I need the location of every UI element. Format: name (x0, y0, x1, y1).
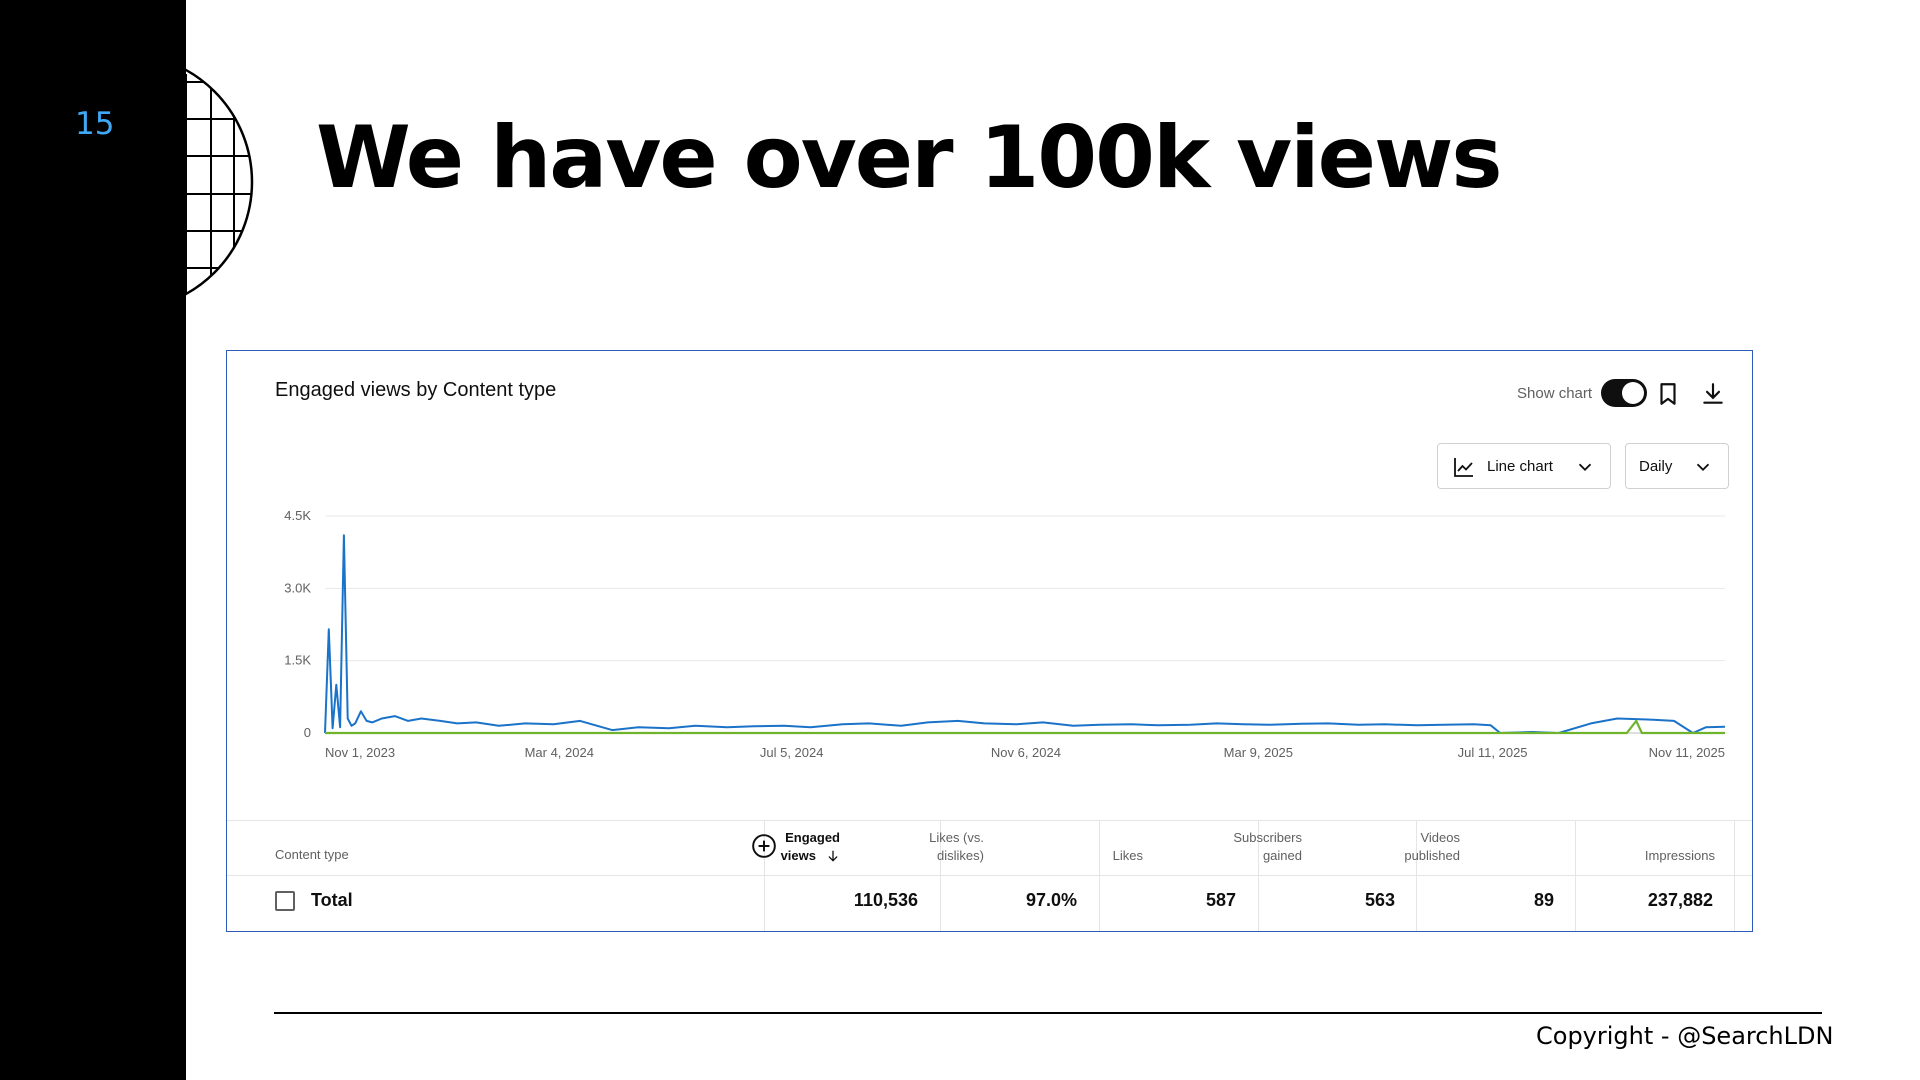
header-line: gained (1262, 848, 1302, 863)
toggle-knob (1622, 382, 1644, 404)
y-tick-label: 4.5K (284, 508, 311, 523)
bookmark-icon[interactable] (1655, 381, 1681, 407)
table-top-divider (227, 820, 1752, 821)
header-line: Videos (1420, 830, 1460, 845)
chart-type-dropdown[interactable]: Line chart (1437, 443, 1611, 489)
column-header-subscribers-gained[interactable]: Subscribers gained (1233, 829, 1302, 865)
x-tick-label: Mar 9, 2025 (1224, 745, 1293, 760)
table-header-divider (227, 875, 1752, 876)
total-subscribers-gained: 563 (1364, 890, 1395, 910)
x-tick-label: Mar 4, 2024 (525, 745, 594, 760)
footer-divider (274, 1012, 1822, 1014)
analytics-panel: Engaged views by Content type Show chart… (226, 350, 1753, 932)
column-header-likes-vs-dislikes[interactable]: Likes (vs. dislikes) (929, 829, 984, 865)
total-row-checkbox[interactable] (275, 891, 295, 911)
chevron-down-icon (1574, 456, 1596, 482)
total-row-label: Total (311, 890, 353, 910)
column-header-engaged-views[interactable]: Engaged views (781, 829, 840, 868)
column-divider (1575, 820, 1576, 931)
add-circle-icon[interactable] (751, 833, 777, 859)
total-engaged-views: 110,536 (853, 890, 918, 910)
column-divider (1734, 820, 1735, 931)
column-divider (940, 820, 941, 931)
slide-title: We have over 100k views (316, 108, 1503, 208)
column-header-content-type[interactable]: Content type (275, 847, 349, 862)
interval-label: Daily (1639, 458, 1673, 475)
column-divider (764, 820, 765, 931)
header-line: published (1404, 848, 1460, 863)
x-tick-label: Nov 1, 2023 (325, 745, 395, 760)
chart-type-label: Line chart (1487, 458, 1553, 475)
slide-number: 15 (75, 106, 115, 142)
x-tick-label: Nov 6, 2024 (991, 745, 1061, 760)
x-tick-label: Jul 11, 2025 (1458, 745, 1528, 760)
column-header-videos-published[interactable]: Videos published (1404, 829, 1460, 865)
y-tick-label: 3.0K (284, 580, 311, 595)
total-impressions: 237,882 (1647, 890, 1713, 910)
total-videos-published: 89 (1533, 890, 1554, 910)
y-tick-label: 0 (304, 725, 311, 740)
header-line: dislikes) (937, 848, 984, 863)
panel-title: Engaged views by Content type (275, 379, 557, 401)
column-header-likes[interactable]: Likes (1112, 848, 1143, 863)
grid-globe-decoration (186, 44, 254, 314)
series-line-0 (324, 534, 1726, 734)
slide-sidebar (0, 0, 186, 1080)
header-line: Likes (vs. (929, 830, 984, 845)
header-line: Subscribers (1233, 830, 1302, 845)
total-likes: 587 (1205, 890, 1236, 910)
line-chart-icon (1452, 455, 1476, 483)
x-tick-label: Nov 11, 2025 (1649, 745, 1725, 760)
engaged-views-line-chart: 4.5K 3.0K 1.5K 0 Nov 1, 2023 Mar 4, 2024 Jul 5… (284, 508, 1726, 760)
header-line: views (781, 847, 840, 868)
show-chart-toggle[interactable] (1601, 379, 1647, 407)
series-line-1 (325, 719, 1725, 735)
header-line-text: views (780, 848, 816, 863)
y-tick-label: 1.5K (284, 653, 311, 668)
column-header-impressions[interactable]: Impressions (1644, 848, 1715, 863)
chevron-down-icon (1692, 456, 1714, 482)
total-likes-vs-dislikes: 97.0% (1025, 890, 1077, 910)
interval-dropdown[interactable]: Daily (1625, 443, 1729, 489)
column-divider (1258, 820, 1259, 931)
copyright-text: Copyright - @SearchLDN (1536, 1022, 1834, 1050)
arrow-down-icon (826, 849, 840, 868)
download-icon[interactable] (1700, 381, 1726, 407)
header-line: Engaged (785, 830, 840, 845)
x-tick-label: Jul 5, 2024 (760, 745, 824, 760)
column-divider (1416, 820, 1417, 931)
show-chart-label: Show chart (1517, 385, 1593, 402)
column-divider (1099, 820, 1100, 931)
